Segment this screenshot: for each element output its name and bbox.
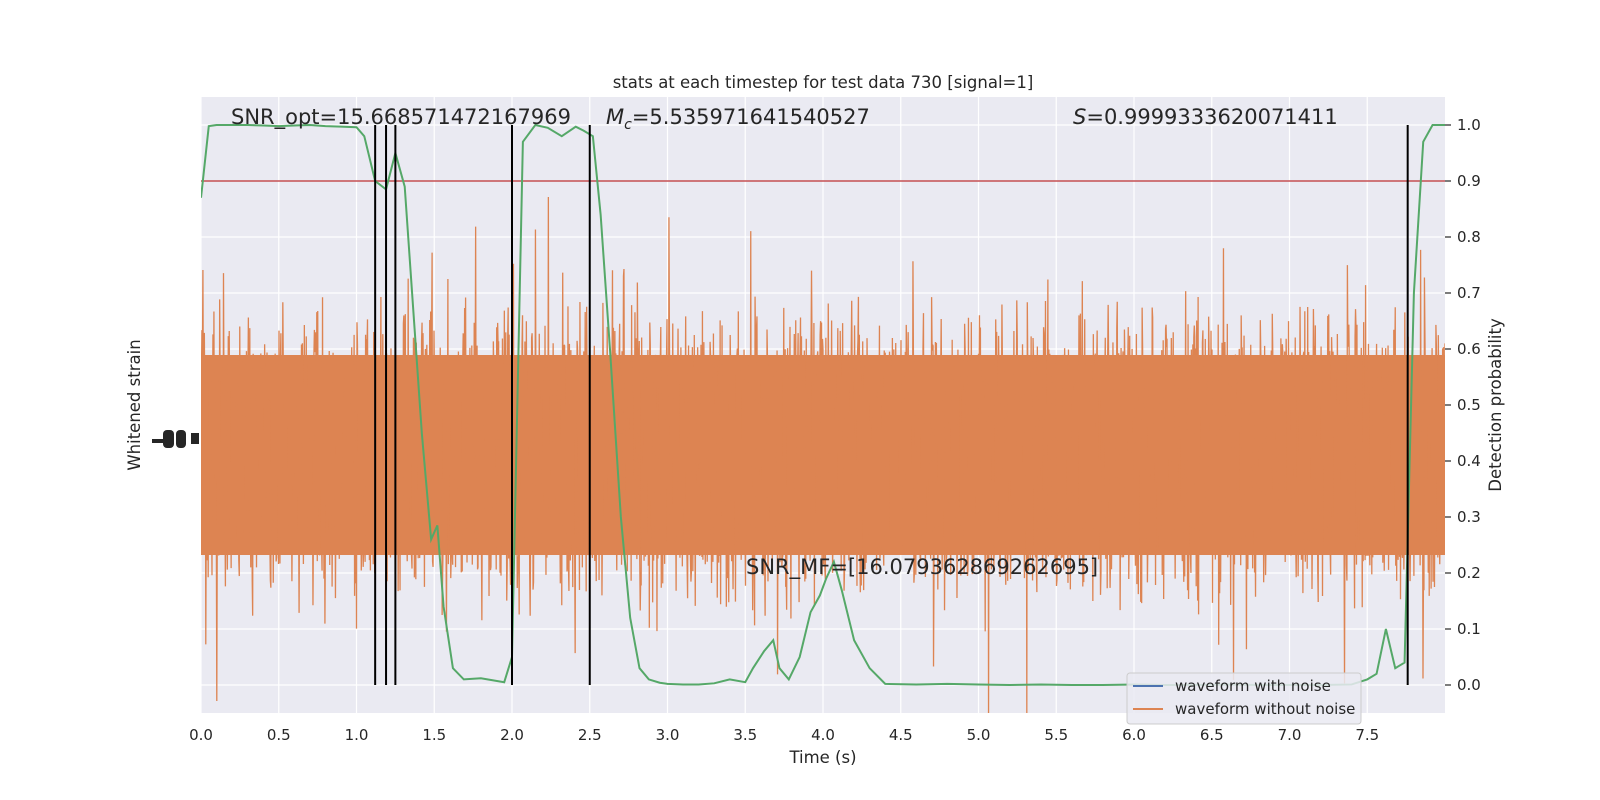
x-tick-label: 5.5	[1044, 726, 1068, 744]
annotation-s-value: S=0.9999333620071411	[1073, 105, 1338, 129]
right-axis-label: Detection probability	[1486, 318, 1505, 492]
right-tick-label: 0.4	[1457, 452, 1481, 470]
x-axis-label: Time (s)	[788, 748, 856, 767]
x-tick-label: 1.5	[422, 726, 446, 744]
right-tick-label: 0.3	[1457, 508, 1481, 526]
x-tick-label: 4.5	[889, 726, 913, 744]
right-tick-label: 0.6	[1457, 340, 1481, 358]
x-tick-label: 2.0	[500, 726, 524, 744]
right-tick-label: 0.8	[1457, 228, 1481, 246]
left-axis-collapsed-ticks	[152, 430, 199, 448]
event-markers	[374, 125, 1409, 685]
strain-waveform-line	[201, 196, 1445, 713]
right-tick-label: 0.0	[1457, 676, 1481, 694]
chart-title: stats at each timestep for test data 730…	[613, 73, 1034, 92]
right-axis-ticks: 0.0 0.1 0.2 0.3 0.4 0.5 0.6 0.7 0.8 0.9 1.0	[1445, 116, 1481, 694]
left-axis-label: Whitened strain	[125, 339, 144, 470]
annotation-snr-mf: SNR_MF=[16.079362869262695]	[746, 555, 1098, 580]
x-tick-label: 7.5	[1355, 726, 1379, 744]
right-tick-label: 0.9	[1457, 172, 1481, 190]
right-tick-label: 0.2	[1457, 564, 1481, 582]
x-tick-label: 2.5	[578, 726, 602, 744]
annotation-chirp-mass: Mc=5.535971641540527	[606, 105, 870, 133]
x-axis-ticks: 0.0 0.5 1.0 1.5 2.0 2.5 3.0 3.5 4.0 4.5 5.0 5.5 6.0 6…	[189, 726, 1379, 744]
legend-label-without-noise: waveform without noise	[1175, 700, 1355, 718]
strain-series	[201, 196, 1445, 713]
x-tick-label: 7.0	[1278, 726, 1302, 744]
right-tick-label: 0.5	[1457, 396, 1481, 414]
x-tick-label: 6.0	[1122, 726, 1146, 744]
x-tick-label: 4.0	[811, 726, 835, 744]
annotation-snr-opt: SNR_opt=15.668571472167969	[231, 105, 571, 130]
right-tick-label: 0.7	[1457, 284, 1481, 302]
legend: waveform with noise waveform without noi…	[1126, 672, 1362, 725]
x-tick-label: 3.5	[733, 726, 757, 744]
x-tick-label: 0.0	[189, 726, 213, 744]
legend-box	[1126, 672, 1362, 725]
right-tick-label: 0.1	[1457, 620, 1481, 638]
x-tick-label: 6.5	[1200, 726, 1224, 744]
right-tick-label: 1.0	[1457, 116, 1481, 134]
x-tick-label: 1.0	[345, 726, 369, 744]
legend-label-with-noise: waveform with noise	[1175, 677, 1331, 695]
x-tick-label: 3.0	[656, 726, 680, 744]
x-tick-label: 0.5	[267, 726, 291, 744]
x-tick-label: 5.0	[967, 726, 991, 744]
